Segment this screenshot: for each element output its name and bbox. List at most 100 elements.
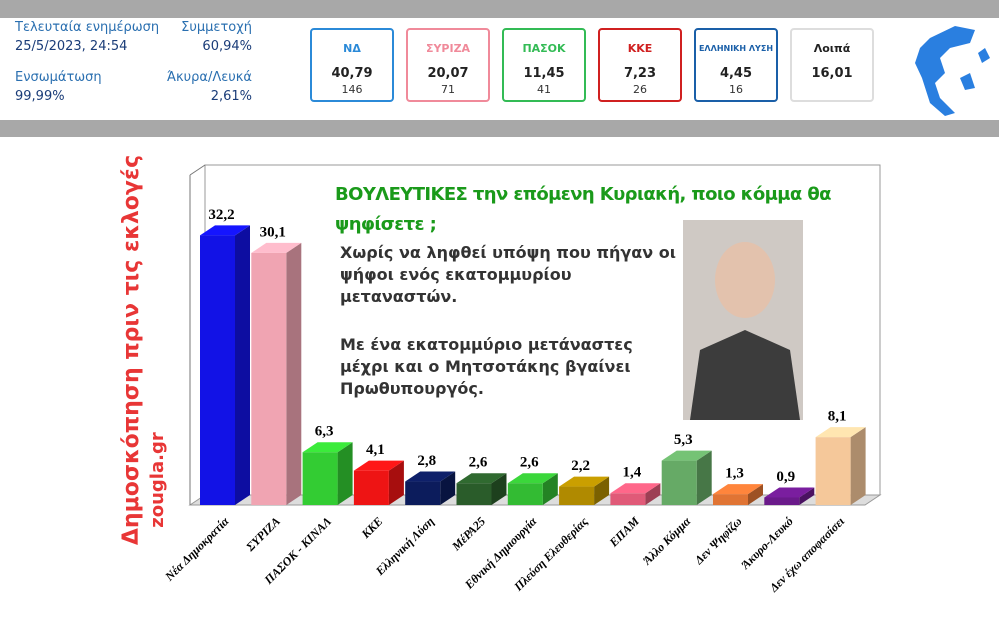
map [915,26,990,116]
bar-top [815,427,866,438]
party-logo: Λοιπά [813,42,851,55]
party-logo: ΚΚΕ [627,42,653,55]
side-wall [189,164,206,176]
side-label: zougla.gr [147,432,168,528]
bar-top [456,473,507,484]
bar-side [645,483,661,505]
bar-side [696,450,712,505]
bar [251,252,287,505]
bar-top [559,476,610,487]
bar-top [507,473,558,484]
x-tick-label: Άλλο Κόμμα [639,514,693,568]
stat-value: 25/5/2023, 24:54 [15,39,128,54]
stat: Συμμετοχή 60,94% [130,20,252,54]
value-label: 2,2 [571,458,590,474]
party-card: ΚΚΕ 7,23 26 [598,28,682,102]
party-percent: 16,01 [811,66,853,81]
bar-side [337,442,353,505]
stat: Άκυρα/Λευκά 2,61% [130,70,252,104]
value-label: 1,3 [725,466,744,482]
party-card: ΠΑΣΟΚ 11,45 41 [502,28,586,102]
bar-top [251,242,302,253]
value-label: 2,6 [520,455,539,471]
value-label: 5,3 [674,432,693,448]
value-label: 2,6 [469,455,488,471]
bar-side [286,242,302,505]
top-bar [0,0,999,18]
bar-side [440,471,456,505]
party-seats: 41 [537,83,551,96]
party-seats: 146 [341,83,363,96]
bar [559,486,595,505]
photo-face [715,242,775,318]
map-shape [915,26,990,116]
annotation: Με ένα εκατομμύριο μετάναστες μέχρι και … [340,335,633,398]
party-logo: ΕΛΛΗΝΙΚΗ ΛΥΣΗ [698,44,774,53]
bar-side [388,460,404,505]
party-percent: 11,45 [523,66,565,81]
bar-top [764,487,815,498]
bar [661,460,697,505]
stat-label: Ενσωμάτωση [15,70,102,85]
bar-top [713,484,763,495]
party-card: ΕΛΛΗΝΙΚΗ ΛΥΣΗ 4,45 16 [694,28,778,102]
party-percent: 20,07 [427,66,469,81]
x-tick-label: ΜέΡΑ25 [448,514,488,554]
bar [610,493,646,505]
party-card: ΣΥΡΙΖΑ 20,07 71 [406,28,490,102]
x-tick-label: Νέα Δημοκρατία [162,514,232,584]
bar [507,483,543,505]
bar-side [542,473,558,505]
party-percent: 40,79 [331,66,373,81]
stat-value: 60,94% [202,39,252,54]
party-logo: ΣΥΡΙΖΑ [425,42,471,55]
value-label: 6,3 [315,424,334,440]
party-seats: 16 [729,83,743,96]
bar-top [661,450,712,461]
chart-title: ΒΟΥΛΕΥΤΙΚΕΣ την επόμενη Κυριακή, ποιο κό… [335,184,832,235]
bar [713,494,748,505]
value-label: 8,1 [828,409,847,425]
side-label: Δημοσκόπηση πριν τις εκλογές [119,155,144,545]
value-label: 2,8 [417,453,436,469]
bar-top [302,442,353,453]
bar [764,497,800,505]
party-percent: 4,45 [719,66,753,81]
bar-top [405,471,456,482]
value-label: 4,1 [366,442,385,458]
value-label: 30,1 [260,224,286,240]
party-seats: 26 [633,83,647,96]
stat-value: 99,99% [15,89,65,104]
party-percent: 7,23 [623,66,657,81]
bar-top [610,483,661,494]
bar-side [594,476,610,505]
stat-label: Συμμετοχή [181,20,252,35]
x-tick-label: ΕΠΑΜ [606,514,642,550]
photo-body [690,330,800,420]
bar-side [850,427,866,505]
annotation: Χωρίς να ληφθεί υπόψη που πήγαν οι ψήφοι… [340,243,676,306]
value-label: 1,4 [623,465,642,481]
party-card: Λοιπά 16,01 [790,28,874,102]
bar [200,235,235,505]
bar [302,452,338,505]
stat-value: 2,61% [210,89,252,104]
party-seats: 71 [441,83,455,96]
x-tick-label: ΣΥΡΙΖΑ [242,514,282,554]
x-tick-label: Δεν Ψηφίζω [691,514,745,568]
value-label: 0,9 [776,469,795,485]
party-logo: ΝΔ [343,42,361,55]
bar [815,437,851,505]
stat-label: Τελευταία ενημέρωση [15,20,160,35]
party-logo: ΠΑΣΟΚ [522,42,566,55]
value-label: 32,2 [208,207,234,223]
bar-side [235,225,250,505]
stat: Τελευταία ενημέρωση 25/5/2023, 24:54 [15,20,185,54]
divider-bar [0,120,999,137]
stat-label: Άκυρα/Λευκά [166,70,252,85]
bar-top [200,225,250,236]
bar-side [491,473,507,505]
bar [353,470,389,505]
